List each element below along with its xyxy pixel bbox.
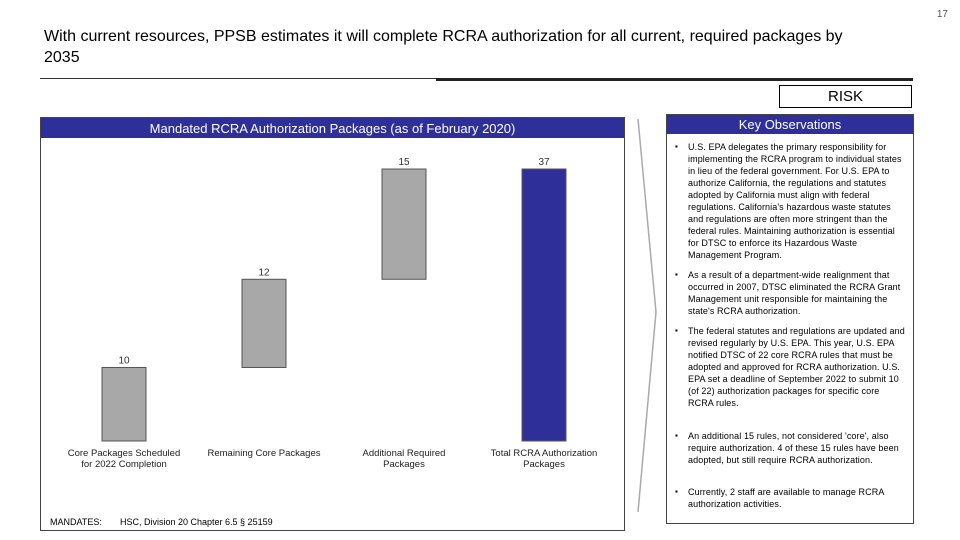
category-label: Total RCRA Authorization [491, 448, 598, 459]
observation-item: ▪ U.S. EPA delegates the primary respons… [675, 141, 907, 261]
bullet-icon: ▪ [675, 487, 678, 496]
category-label: for 2022 Completion [81, 459, 167, 470]
bullet-icon: ▪ [675, 270, 678, 279]
bullet-icon: ▪ [675, 326, 678, 335]
observation-text: Currently, 2 staff are available to mana… [688, 487, 884, 509]
bar-2 [241, 278, 287, 368]
bullet-icon: ▪ [675, 142, 678, 151]
chart-panel: Mandated RCRA Authorization Packages (as… [40, 117, 625, 531]
category-label: Remaining Core Packages [207, 448, 320, 459]
page-number: 17 [936, 9, 948, 20]
flow-arrow-divider [637, 118, 657, 513]
observation-item: ▪ Currently, 2 staff are available to ma… [675, 486, 907, 510]
observation-text: The federal statutes and regulations are… [688, 326, 905, 408]
category-label: Additional Required [363, 448, 446, 459]
observation-text: An additional 15 rules, not considered '… [688, 431, 899, 465]
data-label: 12 [258, 267, 270, 278]
title-divider-thick [436, 78, 913, 81]
observation-text: U.S. EPA delegates the primary responsib… [688, 142, 902, 260]
data-label: 37 [538, 157, 550, 168]
observation-item: ▪ An additional 15 rules, not considered… [675, 430, 907, 466]
risk-label: RISK [779, 85, 912, 108]
data-label: 10 [118, 355, 130, 366]
data-label: 15 [398, 157, 410, 168]
bar-1 [101, 366, 147, 442]
category-label: Packages [383, 459, 425, 470]
category-label: Core Packages Scheduled [68, 448, 181, 459]
bullet-icon: ▪ [675, 431, 678, 440]
key-observations-panel: Key Observations ▪ U.S. EPA delegates th… [666, 114, 914, 524]
key-observations-header: Key Observations [667, 115, 913, 134]
bar-3 [381, 168, 427, 280]
observation-text: As a result of a department-wide realign… [688, 270, 901, 316]
category-label: Packages [523, 459, 565, 470]
mandates-label: MANDATES: [50, 517, 102, 527]
chart-header: Mandated RCRA Authorization Packages (as… [41, 118, 624, 138]
observation-item: ▪ As a result of a department-wide reali… [675, 269, 907, 317]
bar-4 [521, 168, 567, 442]
observation-item: ▪ The federal statutes and regulations a… [675, 325, 907, 409]
mandates-value: HSC, Division 20 Chapter 6.5 § 25159 [120, 517, 273, 527]
title-divider-thin [40, 78, 438, 79]
slide-title: With current resources, PPSB estimates i… [44, 28, 843, 66]
